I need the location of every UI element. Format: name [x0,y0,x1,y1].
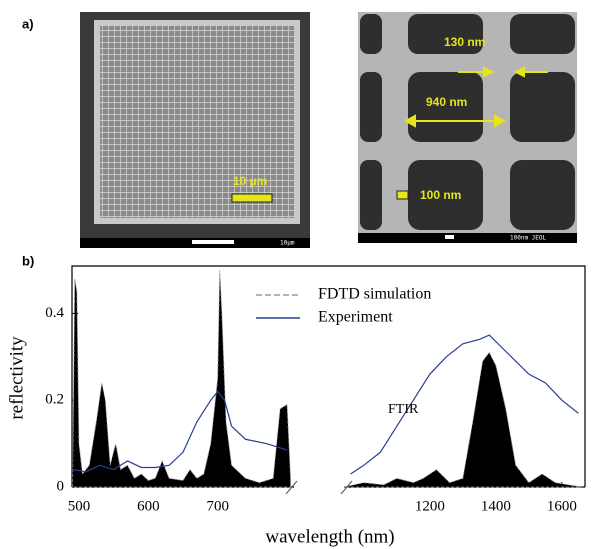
x-tick-label: 500 [68,498,91,514]
panel-label: a) [22,16,34,31]
experiment-line [350,334,579,475]
legend-label: Experiment [318,309,393,326]
hole-label: 100 nm [420,188,461,202]
legend-label: FDTD simulation [318,286,431,303]
experiment-line [72,390,288,473]
image-footer: 100nm JEOL [510,235,547,242]
axis-break [340,480,353,495]
scale-label: 10 µm [233,174,267,188]
x-tick-label: 700 [206,498,229,514]
fdtd-area [72,269,291,488]
bar-label: 130 nm [444,35,485,49]
x-axis-label: wavelength (nm) [265,526,394,547]
panel-label: b) [22,253,34,268]
y-tick-label: 0.2 [45,392,64,408]
x-tick-label: 1400 [481,498,511,514]
x-tick-label: 1200 [415,498,445,514]
annotation: FTIR [388,402,419,417]
pitch-label: 940 nm [426,95,467,109]
y-tick-label: 0.4 [45,305,64,321]
x-tick-label: 1600 [547,498,577,514]
y-tick-label: 0 [57,478,65,494]
x-tick-label: 600 [137,498,160,514]
sem-image-left: 10 µm 10μm [80,12,310,248]
y-axis-label: reflectivity [6,336,27,420]
axis-break [285,480,298,495]
fdtd-area [343,351,582,488]
sem-image-right: 130 nm 940 nm 100 nm 100nm JEOL [358,12,577,243]
image-footer: 10μm [280,240,295,247]
